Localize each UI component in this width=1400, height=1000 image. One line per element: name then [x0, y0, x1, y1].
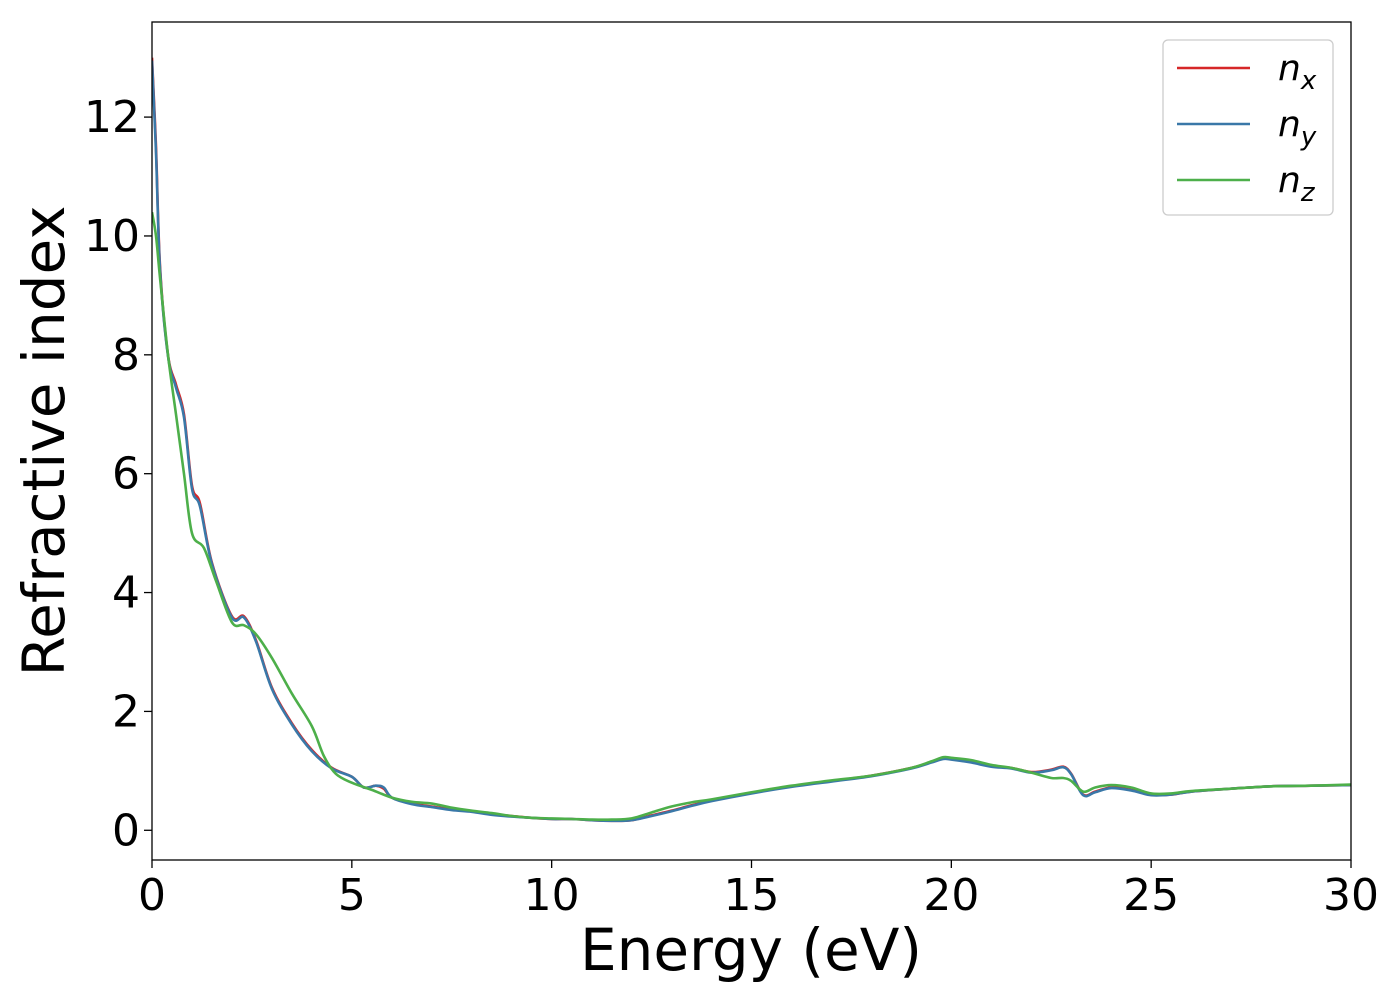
x-axis-ticks: 0 5 10 15 20 25 30 — [138, 860, 1379, 921]
y-tick-label: 6 — [112, 449, 140, 500]
y-axis-label: Refractive index — [10, 205, 78, 676]
x-tick-label: 5 — [338, 870, 366, 921]
x-tick-label: 0 — [138, 870, 166, 921]
y-tick-label: 2 — [112, 686, 140, 737]
y-tick-label: 8 — [112, 330, 140, 381]
plot-background — [152, 22, 1351, 860]
x-tick-label: 15 — [724, 870, 780, 921]
x-tick-label: 20 — [923, 870, 979, 921]
x-axis-label: Energy (eV) — [580, 916, 922, 984]
x-tick-label: 10 — [524, 870, 580, 921]
legend-frame — [1162, 39, 1334, 216]
y-tick-label: 12 — [84, 92, 140, 143]
y-tick-label: 0 — [112, 805, 140, 856]
x-tick-label: 25 — [1123, 870, 1179, 921]
series-layer — [152, 57, 1351, 823]
y-tick-label: 10 — [84, 211, 140, 262]
y-axis-ticks: 0 2 4 6 8 10 12 — [84, 92, 152, 856]
series-line-nz — [152, 211, 1351, 821]
x-tick-label: 30 — [1323, 870, 1379, 921]
y-tick-label: 4 — [112, 568, 140, 619]
